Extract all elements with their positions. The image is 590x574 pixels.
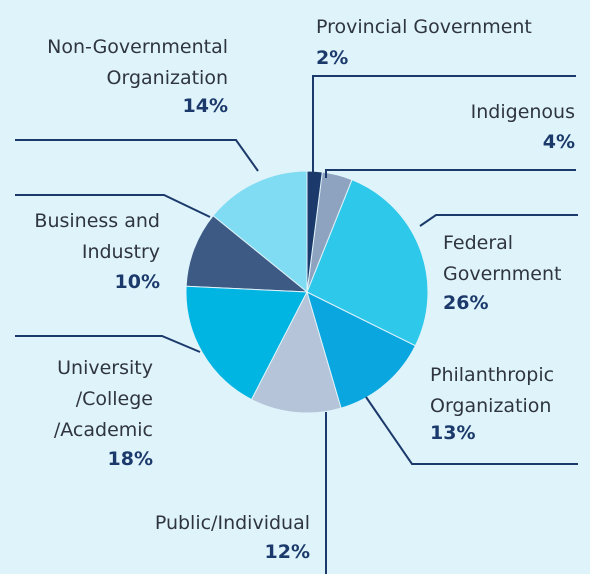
value-label: 12%: [264, 541, 310, 563]
slice-label: Indigenous: [470, 101, 575, 123]
leader-lines: [15, 75, 578, 574]
pie-slice: [306, 179, 429, 347]
value-label: 18%: [107, 448, 153, 470]
slice-label: Non-Governmental Organization: [47, 36, 228, 89]
pie-slice: [306, 170, 323, 293]
slice-label: Philanthropic Organization: [430, 364, 555, 417]
slice-label: Provincial Government: [316, 16, 532, 38]
value-label: 13%: [430, 422, 476, 444]
slice-label: Federal Government: [443, 232, 562, 285]
value-label: 2%: [316, 47, 349, 69]
leader-line: [15, 194, 211, 218]
leader-line: [365, 396, 578, 465]
pie-slice: [185, 214, 309, 293]
pie-slice: [185, 285, 308, 401]
pie-slice: [212, 170, 308, 294]
leader-line: [15, 139, 259, 172]
slice-label: Business and Industry: [34, 210, 160, 263]
leader-line: [325, 169, 576, 178]
slice-label: University /College /Academic: [53, 357, 153, 441]
leader-line: [312, 75, 576, 172]
leader-line: [15, 335, 201, 353]
value-label: 4%: [542, 131, 575, 153]
value-label: 10%: [114, 271, 160, 293]
leader-line: [419, 214, 578, 227]
value-label: 26%: [443, 292, 489, 314]
slice-label: Public/Individual: [154, 512, 310, 534]
pie-slice: [250, 290, 342, 414]
value-label: 14%: [182, 95, 228, 117]
pie-slice: [306, 291, 417, 409]
